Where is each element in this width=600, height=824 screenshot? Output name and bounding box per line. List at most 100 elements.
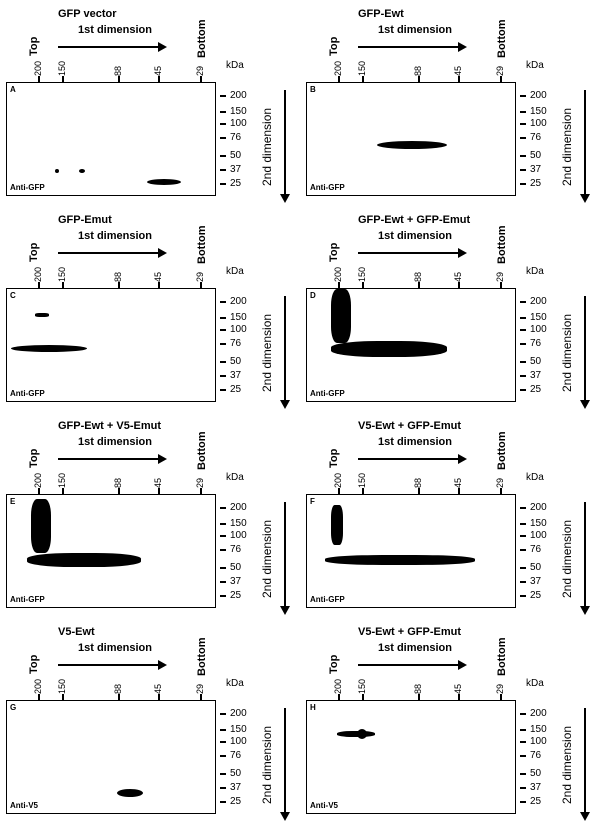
blot-band — [117, 789, 143, 797]
mw-label: 200 — [230, 708, 247, 719]
mw-tick-mark — [220, 375, 226, 377]
mw-tick-mark — [520, 169, 526, 171]
first-dimension-arrow — [358, 664, 458, 666]
first-dim-tick-mark — [418, 282, 420, 288]
top-label: Top — [328, 654, 340, 674]
first-dim-tick-mark — [158, 282, 160, 288]
mw-tick-mark — [220, 741, 226, 743]
mw-label: 37 — [530, 782, 542, 793]
kda-label: kDa — [526, 472, 544, 483]
mw-label: 25 — [530, 796, 542, 807]
mw-tick-mark — [220, 523, 226, 525]
arrow-head-icon — [158, 660, 167, 670]
first-dimension-arrow — [358, 458, 458, 460]
first-dim-tick-label: 200 — [33, 472, 43, 488]
mw-label: 76 — [530, 338, 542, 349]
arrow-head-icon — [158, 42, 167, 52]
arrow-head-icon — [158, 454, 167, 464]
first-dim-tick-mark — [158, 76, 160, 82]
mw-label: 50 — [530, 768, 542, 779]
down-arrow-icon — [280, 606, 290, 615]
panel-h: Top V5-Ewt + GFP-Emut 1st dimension Bottom 2… — [300, 618, 600, 824]
panel-d: Top GFP-Ewt + GFP-Emut 1st dimension Bottom… — [300, 206, 600, 412]
mw-label: 150 — [230, 724, 247, 735]
mw-tick-mark — [220, 329, 226, 331]
blot-band — [325, 555, 475, 565]
panel-f: Top V5-Ewt + GFP-Emut 1st dimension Bottom 2… — [300, 412, 600, 618]
first-dim-tick-label: 200 — [333, 472, 343, 488]
panel-letter: G — [10, 703, 17, 712]
mw-tick-mark — [520, 301, 526, 303]
antibody-label: Anti-GFP — [310, 595, 345, 604]
antibody-label: Anti-V5 — [310, 801, 338, 810]
mw-label: 76 — [230, 750, 242, 761]
blot-band — [357, 729, 367, 739]
mw-tick-mark — [220, 549, 226, 551]
mw-label: 50 — [530, 356, 542, 367]
first-dim-tick-label: 29 — [495, 477, 505, 488]
first-dim-tick-label: 200 — [333, 60, 343, 76]
mw-tick-mark — [520, 389, 526, 391]
first-dimension-label: 1st dimension — [378, 24, 452, 36]
mw-tick-mark — [220, 389, 226, 391]
mw-tick-mark — [220, 787, 226, 789]
antibody-label: Anti-GFP — [310, 389, 345, 398]
mw-tick-mark — [520, 329, 526, 331]
mw-tick-mark — [520, 155, 526, 157]
first-dim-tick-label: 200 — [33, 678, 43, 694]
first-dim-tick-mark — [338, 488, 340, 494]
first-dim-tick-label: 88 — [113, 683, 123, 694]
mw-label: 150 — [530, 724, 547, 735]
mw-label: 25 — [530, 384, 542, 395]
first-dimension-label: 1st dimension — [378, 230, 452, 242]
mw-label: 76 — [530, 544, 542, 555]
first-dim-tick-mark — [200, 488, 202, 494]
first-dim-tick-mark — [200, 694, 202, 700]
first-dim-tick-mark — [458, 76, 460, 82]
second-dimension-label: 2nd dimension — [560, 725, 574, 804]
first-dim-tick-label: 45 — [153, 683, 163, 694]
mw-label: 37 — [530, 576, 542, 587]
mw-tick-mark — [220, 729, 226, 731]
bottom-label: Bottom — [196, 19, 208, 59]
first-dim-tick-label: 150 — [357, 678, 367, 694]
down-arrow-icon — [580, 400, 590, 409]
top-label: Top — [328, 242, 340, 262]
first-dim-tick-label: 200 — [33, 266, 43, 282]
first-dim-tick-mark — [362, 488, 364, 494]
first-dimension-label: 1st dimension — [78, 642, 152, 654]
mw-label: 200 — [230, 296, 247, 307]
down-arrow-icon — [280, 194, 290, 203]
antibody-label: Anti-GFP — [10, 595, 45, 604]
first-dimension-label: 1st dimension — [78, 436, 152, 448]
top-label: Top — [28, 654, 40, 674]
first-dim-tick-mark — [458, 282, 460, 288]
second-dimension-arrow — [284, 90, 286, 194]
first-dim-tick-mark — [158, 694, 160, 700]
mw-label: 150 — [530, 312, 547, 323]
panel-title: GFP-Ewt + V5-Emut — [58, 420, 161, 432]
first-dim-tick-mark — [500, 282, 502, 288]
first-dim-tick-mark — [118, 76, 120, 82]
mw-tick-mark — [220, 169, 226, 171]
mw-tick-mark — [520, 535, 526, 537]
blot-image: B Anti-GFP — [306, 82, 516, 196]
mw-tick-mark — [520, 123, 526, 125]
blot-band — [331, 341, 447, 357]
mw-label: 37 — [230, 370, 242, 381]
blot-image: G Anti-V5 — [6, 700, 216, 814]
first-dim-tick-mark — [458, 694, 460, 700]
mw-label: 100 — [230, 324, 247, 335]
mw-label: 37 — [530, 370, 542, 381]
first-dim-tick-mark — [362, 76, 364, 82]
first-dimension-label: 1st dimension — [78, 24, 152, 36]
first-dim-tick-mark — [62, 694, 64, 700]
bottom-label: Bottom — [496, 431, 508, 471]
mw-label: 100 — [230, 530, 247, 541]
mw-tick-mark — [220, 801, 226, 803]
mw-label: 50 — [230, 356, 242, 367]
first-dim-tick-mark — [338, 76, 340, 82]
blot-image: E Anti-GFP — [6, 494, 216, 608]
blot-band — [35, 313, 49, 317]
first-dimension-arrow — [58, 46, 158, 48]
